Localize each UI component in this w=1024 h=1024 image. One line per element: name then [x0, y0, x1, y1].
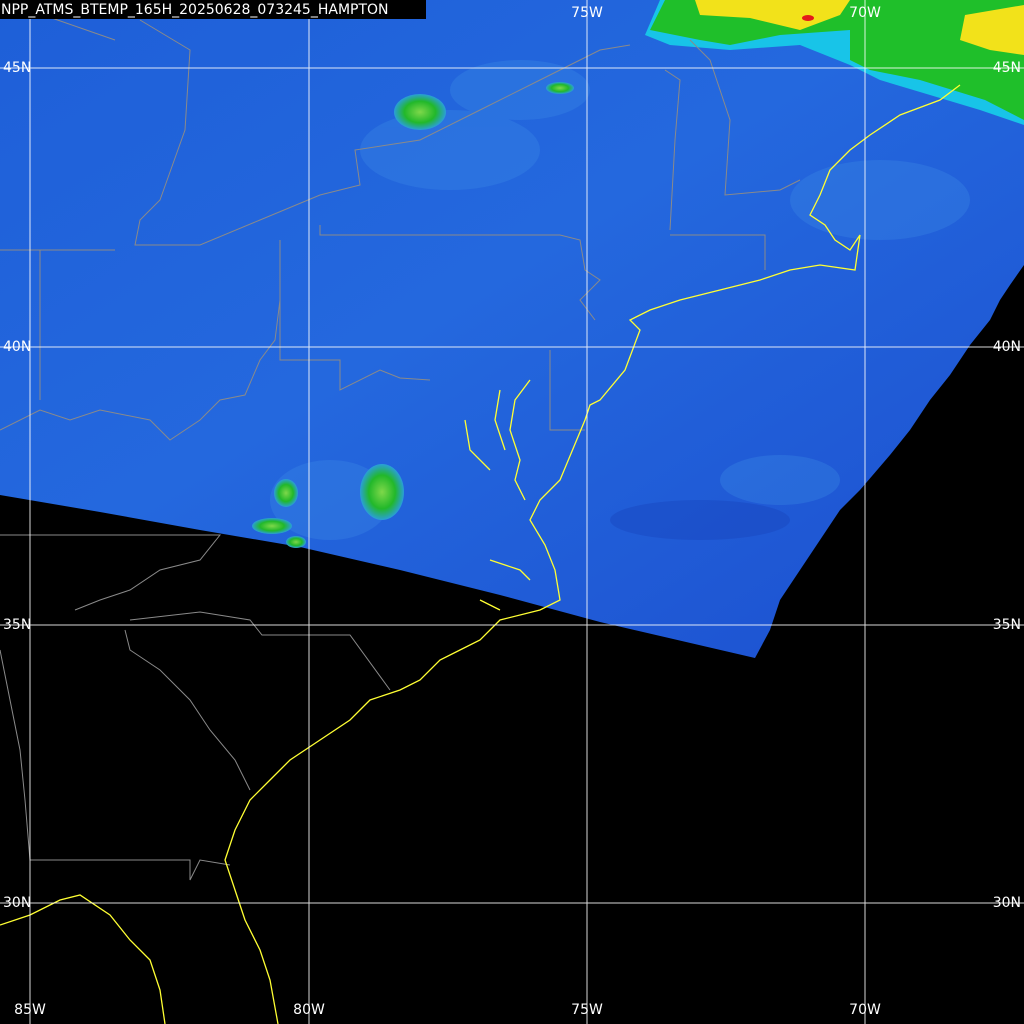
swath: [0, 0, 1024, 658]
top-right-band: [645, 0, 1024, 125]
state-borders: [0, 0, 801, 881]
title-background: [0, 0, 426, 19]
lon-label: 80W: [293, 1002, 325, 1018]
lon-label: 70W: [849, 1002, 881, 1018]
lat-label: 45N: [3, 60, 31, 76]
lat-label: 35N: [3, 617, 31, 633]
lat-label: 40N: [993, 339, 1021, 355]
lon-label: 85W: [14, 1002, 46, 1018]
lat-label: 35N: [993, 617, 1021, 633]
grid-labels: 75W 70W 85W 80W 75W 70W 45N 40N 35N 30N 45N 40N 35N 3…: [3, 5, 1021, 1018]
title: NPP_ATMS_BTEMP_165H_20250628_073245_HAMP…: [1, 2, 389, 18]
precip-blobs: [252, 82, 574, 548]
lat-label: 45N: [993, 60, 1021, 76]
lon-label: 75W: [571, 1002, 603, 1018]
lat-label: 30N: [993, 895, 1021, 911]
lat-label: 40N: [3, 339, 31, 355]
swath-texture: [270, 60, 970, 540]
lat-label: 30N: [3, 895, 31, 911]
coastline: [0, 84, 961, 1024]
lon-label: 70W: [849, 5, 881, 21]
lon-label: 75W: [571, 5, 603, 21]
